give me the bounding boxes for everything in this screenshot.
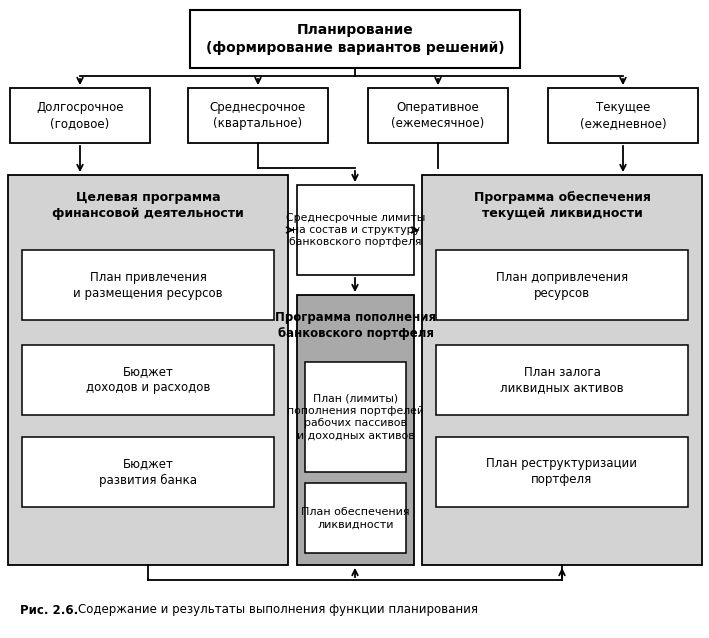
Bar	[22, 250, 274, 320]
Text: План допривлечения
ресурсов: План допривлечения ресурсов	[496, 271, 628, 299]
Text: Бюджет
доходов и расходов: Бюджет доходов и расходов	[86, 366, 210, 394]
Bar	[190, 10, 520, 68]
Text: Планирование
(формирование вариантов решений): Планирование (формирование вариантов реш…	[206, 24, 504, 55]
Text: План привлечения
и размещения ресурсов: План привлечения и размещения ресурсов	[73, 271, 223, 299]
Text: Программа обеспечения
текущей ликвидности: Программа обеспечения текущей ликвидност…	[474, 191, 650, 220]
Text: Бюджет
развития банка: Бюджет развития банка	[99, 457, 197, 487]
Bar	[436, 250, 688, 320]
Text: Текущее
(ежедневное): Текущее (ежедневное)	[580, 101, 666, 130]
Bar	[22, 345, 274, 415]
Text: План залога
ликвидных активов: План залога ликвидных активов	[500, 366, 624, 394]
Bar	[8, 175, 288, 565]
Bar	[436, 437, 688, 507]
Text: Рис. 2.6.: Рис. 2.6.	[20, 604, 78, 616]
Bar	[548, 88, 698, 143]
Bar	[297, 295, 414, 565]
Bar	[297, 185, 414, 275]
Text: Среднесрочные лимиты
на состав и структуру
банковского портфеля: Среднесрочные лимиты на состав и структу…	[286, 212, 425, 248]
Text: Целевая программа
финансовой деятельности: Целевая программа финансовой деятельност…	[52, 191, 244, 220]
Text: Оперативное
(ежемесячное): Оперативное (ежемесячное)	[391, 101, 485, 130]
Bar	[188, 88, 328, 143]
Text: Среднесрочное
(квартальное): Среднесрочное (квартальное)	[210, 101, 306, 130]
Text: План (лимиты)
пополнения портфелей
рабочих пассивов
и доходных активов: План (лимиты) пополнения портфелей рабоч…	[287, 394, 424, 441]
Text: План реструктуризации
портфеля: План реструктуризации портфеля	[486, 457, 637, 487]
Text: Долгосрочное
(годовое): Долгосрочное (годовое)	[36, 101, 124, 130]
Bar	[368, 88, 508, 143]
Bar	[305, 362, 406, 472]
Bar	[10, 88, 150, 143]
Bar	[22, 437, 274, 507]
Text: План обеспечения
ликвидности: План обеспечения ликвидности	[301, 507, 410, 529]
Bar	[422, 175, 702, 565]
Text: Содержание и результаты выполнения функции планирования: Содержание и результаты выполнения функц…	[78, 604, 478, 616]
Bar	[436, 345, 688, 415]
Bar	[305, 483, 406, 553]
Text: Программа пополнения
банковского портфеля: Программа пополнения банковского портфел…	[275, 311, 436, 340]
